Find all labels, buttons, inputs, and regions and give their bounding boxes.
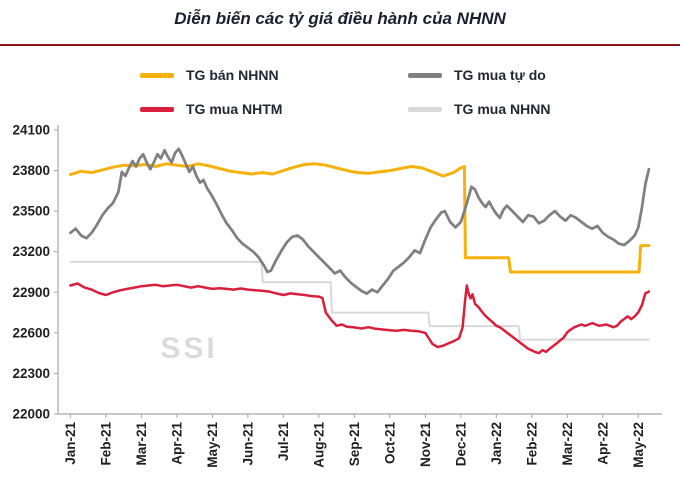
x-tick-label: Mar-22 <box>560 422 575 466</box>
title-divider <box>0 44 680 46</box>
x-tick-label: Oct-21 <box>382 422 397 465</box>
y-tick-label: 23800 <box>12 163 50 178</box>
x-tick-label: Feb-22 <box>524 422 539 466</box>
legend-label-tg-mua-nhtm: TG mua NHTM <box>186 101 283 117</box>
x-tick-label: Dec-21 <box>453 422 468 467</box>
x-tick-label: Feb-21 <box>98 422 113 466</box>
x-tick-label: Nov-21 <box>418 422 433 468</box>
legend-swatch-tg-mua-nhtm <box>140 106 174 112</box>
y-tick-label: 22900 <box>12 285 50 300</box>
legend-item-tg-mua-tu-do: TG mua tự do <box>408 66 550 84</box>
y-tick-label: 23500 <box>12 204 50 219</box>
legend-item-tg-mua-nhnn: TG mua NHNN <box>408 100 550 118</box>
x-tick-label: Apr-22 <box>595 422 610 465</box>
x-tick-label: Aug-21 <box>311 422 326 468</box>
legend-label-tg-mua-tu-do: TG mua tự do <box>454 67 546 83</box>
x-tick-label: Jul-21 <box>276 422 291 462</box>
legend-item-tg-ban-nhnn: TG bán NHNN <box>140 66 408 84</box>
y-tick-label: 22600 <box>12 325 50 340</box>
series-line-1 <box>69 147 651 295</box>
x-tick-label: Jan-22 <box>489 422 504 465</box>
y-tick-label: 23200 <box>12 244 50 259</box>
series-line-2 <box>69 282 651 355</box>
x-tick-label: May-22 <box>631 422 646 468</box>
y-tick-label: 22000 <box>12 407 50 422</box>
x-tick-label: May-21 <box>205 422 220 468</box>
chart-canvas: SSI 22000 22300 22600 22900 23200 23500 23800 24… <box>12 123 662 468</box>
legend-swatch-tg-mua-nhnn <box>408 106 442 112</box>
legend: TG bán NHNN TG mua tự do TG mua NHTM TG … <box>140 66 550 118</box>
legend-label-tg-ban-nhnn: TG bán NHNN <box>186 67 279 83</box>
y-tick-label: 24100 <box>12 123 50 138</box>
x-tick-label: Jan-21 <box>63 422 78 465</box>
legend-item-tg-mua-nhtm: TG mua NHTM <box>140 100 408 118</box>
chart-area: SSI 22000 22300 22600 22900 23200 23500 23800 24… <box>0 120 680 492</box>
series-line-3 <box>69 260 650 341</box>
y-tick-label: 22300 <box>12 366 50 381</box>
x-tick-label: Mar-21 <box>134 422 149 466</box>
ssi-watermark: SSI <box>160 332 217 365</box>
legend-swatch-tg-mua-tu-do <box>408 72 442 78</box>
legend-swatch-tg-ban-nhnn <box>140 72 174 78</box>
chart-title: Diễn biến các tỷ giá điều hành của NHNN <box>174 9 506 28</box>
x-tick-label: Jun-21 <box>240 422 255 466</box>
x-tick-label: Sep-21 <box>347 422 362 467</box>
x-tick-label: Apr-21 <box>169 422 184 465</box>
legend-label-tg-mua-nhnn: TG mua NHNN <box>454 101 551 117</box>
